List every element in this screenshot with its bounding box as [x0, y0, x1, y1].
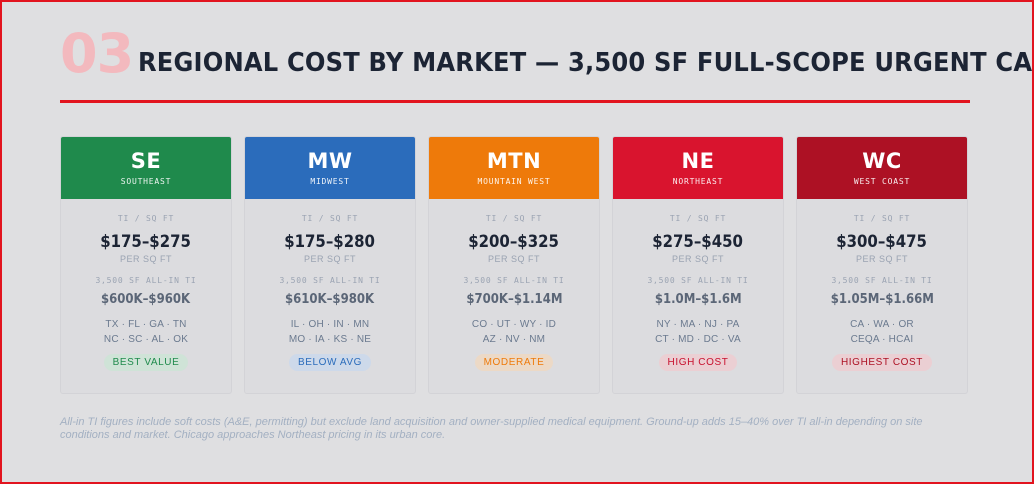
title-divider: [60, 100, 970, 103]
cost-badge: HIGH COST: [658, 354, 738, 371]
card-header: MW MIDWEST: [245, 137, 415, 199]
cost-badge: HIGHEST COST: [831, 354, 933, 371]
region-name: WEST COAST: [853, 176, 911, 186]
states-list: TX · FL · GA · TN NC · SC · AL · OK: [104, 317, 188, 347]
region-code: MTN: [486, 148, 542, 173]
page-title: REGIONAL COST BY MARKET — 3,500 SF FULL-…: [138, 48, 1034, 78]
states-list: CA · WA · OR CEQA · HCAI: [850, 317, 914, 347]
states-line: MO · IA · KS · NE: [288, 334, 372, 345]
cost-badge: BELOW AVG: [288, 354, 372, 371]
per-sq-ft-label: PER SQ FT: [119, 254, 172, 264]
card-header: WC WEST COAST: [797, 137, 967, 199]
ti-label: TI / SQ FT: [669, 214, 727, 223]
per-sq-ft-label: PER SQ FT: [671, 254, 724, 264]
all-in-label: 3,500 SF ALL-IN TI: [279, 276, 381, 285]
states-line: CA · WA · OR: [850, 319, 914, 330]
region-code: NE: [681, 148, 715, 173]
ti-range: $200–$325: [468, 232, 560, 252]
states-line: TX · FL · GA · TN: [105, 319, 187, 330]
market-cards: SE SOUTHEAST TI / SQ FT $175–$275 PER SQ…: [60, 136, 970, 394]
all-in-label: 3,500 SF ALL-IN TI: [95, 276, 197, 285]
states-list: CO · UT · WY · ID AZ · NV · NM: [472, 317, 556, 347]
ti-label: TI / SQ FT: [853, 214, 911, 223]
states-list: NY · MA · NJ · PA CT · MD · DC · VA: [655, 317, 741, 347]
states-line: CO · UT · WY · ID: [471, 319, 557, 330]
card-body: TI / SQ FT $300–$475 PER SQ FT 3,500 SF …: [797, 199, 967, 393]
ti-range: $175–$280: [284, 232, 376, 252]
states-list: IL · OH · IN · MN MO · IA · KS · NE: [289, 317, 371, 347]
ti-label: TI / SQ FT: [485, 214, 543, 223]
all-in-label: 3,500 SF ALL-IN TI: [647, 276, 749, 285]
all-in-range: $1.0M–$1.6M: [654, 292, 742, 307]
states-line: NC · SC · AL · OK: [103, 334, 189, 345]
market-card-se: SE SOUTHEAST TI / SQ FT $175–$275 PER SQ…: [60, 136, 232, 394]
section-number: 03: [60, 22, 134, 85]
ti-label: TI / SQ FT: [117, 214, 175, 223]
all-in-label: 3,500 SF ALL-IN TI: [463, 276, 565, 285]
region-code: MW: [307, 148, 353, 173]
region-name: MOUNTAIN WEST: [477, 176, 551, 186]
region-name: SOUTHEAST: [120, 176, 172, 186]
card-header: NE NORTHEAST: [613, 137, 783, 199]
states-line: CT · MD · DC · VA: [655, 334, 741, 345]
ti-range: $275–$450: [652, 232, 744, 252]
ti-range: $175–$275: [100, 232, 192, 252]
states-line: NY · MA · NJ · PA: [656, 319, 740, 330]
footnote: All-in TI figures include soft costs (A&…: [60, 416, 923, 441]
card-body: TI / SQ FT $200–$325 PER SQ FT 3,500 SF …: [429, 199, 599, 393]
per-sq-ft-label: PER SQ FT: [487, 254, 540, 264]
card-body: TI / SQ FT $175–$275 PER SQ FT 3,500 SF …: [61, 199, 231, 393]
card-body: TI / SQ FT $275–$450 PER SQ FT 3,500 SF …: [613, 199, 783, 393]
region-name: NORTHEAST: [672, 176, 724, 186]
ti-range: $300–$475: [836, 232, 928, 252]
all-in-label: 3,500 SF ALL-IN TI: [831, 276, 933, 285]
card-header: MTN MOUNTAIN WEST: [429, 137, 599, 199]
states-line: AZ · NV · NM: [482, 334, 546, 345]
market-card-ne: NE NORTHEAST TI / SQ FT $275–$450 PER SQ…: [612, 136, 784, 394]
market-card-wc: WC WEST COAST TI / SQ FT $300–$475 PER S…: [796, 136, 968, 394]
card-body: TI / SQ FT $175–$280 PER SQ FT 3,500 SF …: [245, 199, 415, 393]
states-line: CEQA · HCAI: [850, 334, 914, 345]
region-name: MIDWEST: [310, 176, 350, 186]
card-header: SE SOUTHEAST: [61, 137, 231, 199]
all-in-range: $610K–$980K: [285, 292, 375, 307]
all-in-range: $600K–$960K: [101, 292, 191, 307]
market-card-mw: MW MIDWEST TI / SQ FT $175–$280 PER SQ F…: [244, 136, 416, 394]
states-line: IL · OH · IN · MN: [290, 319, 370, 330]
all-in-range: $700K–$1.14M: [465, 292, 563, 307]
section-header: 03 REGIONAL COST BY MARKET — 3,500 SF FU…: [60, 22, 1034, 86]
cost-badge: BEST VALUE: [103, 354, 189, 371]
per-sq-ft-label: PER SQ FT: [855, 254, 908, 264]
region-code: WC: [862, 148, 902, 173]
cost-badge: MODERATE: [474, 354, 554, 371]
market-card-mtn: MTN MOUNTAIN WEST TI / SQ FT $200–$325 P…: [428, 136, 600, 394]
per-sq-ft-label: PER SQ FT: [303, 254, 356, 264]
region-code: SE: [130, 148, 162, 173]
all-in-range: $1.05M–$1.66M: [830, 292, 934, 307]
ti-label: TI / SQ FT: [301, 214, 359, 223]
